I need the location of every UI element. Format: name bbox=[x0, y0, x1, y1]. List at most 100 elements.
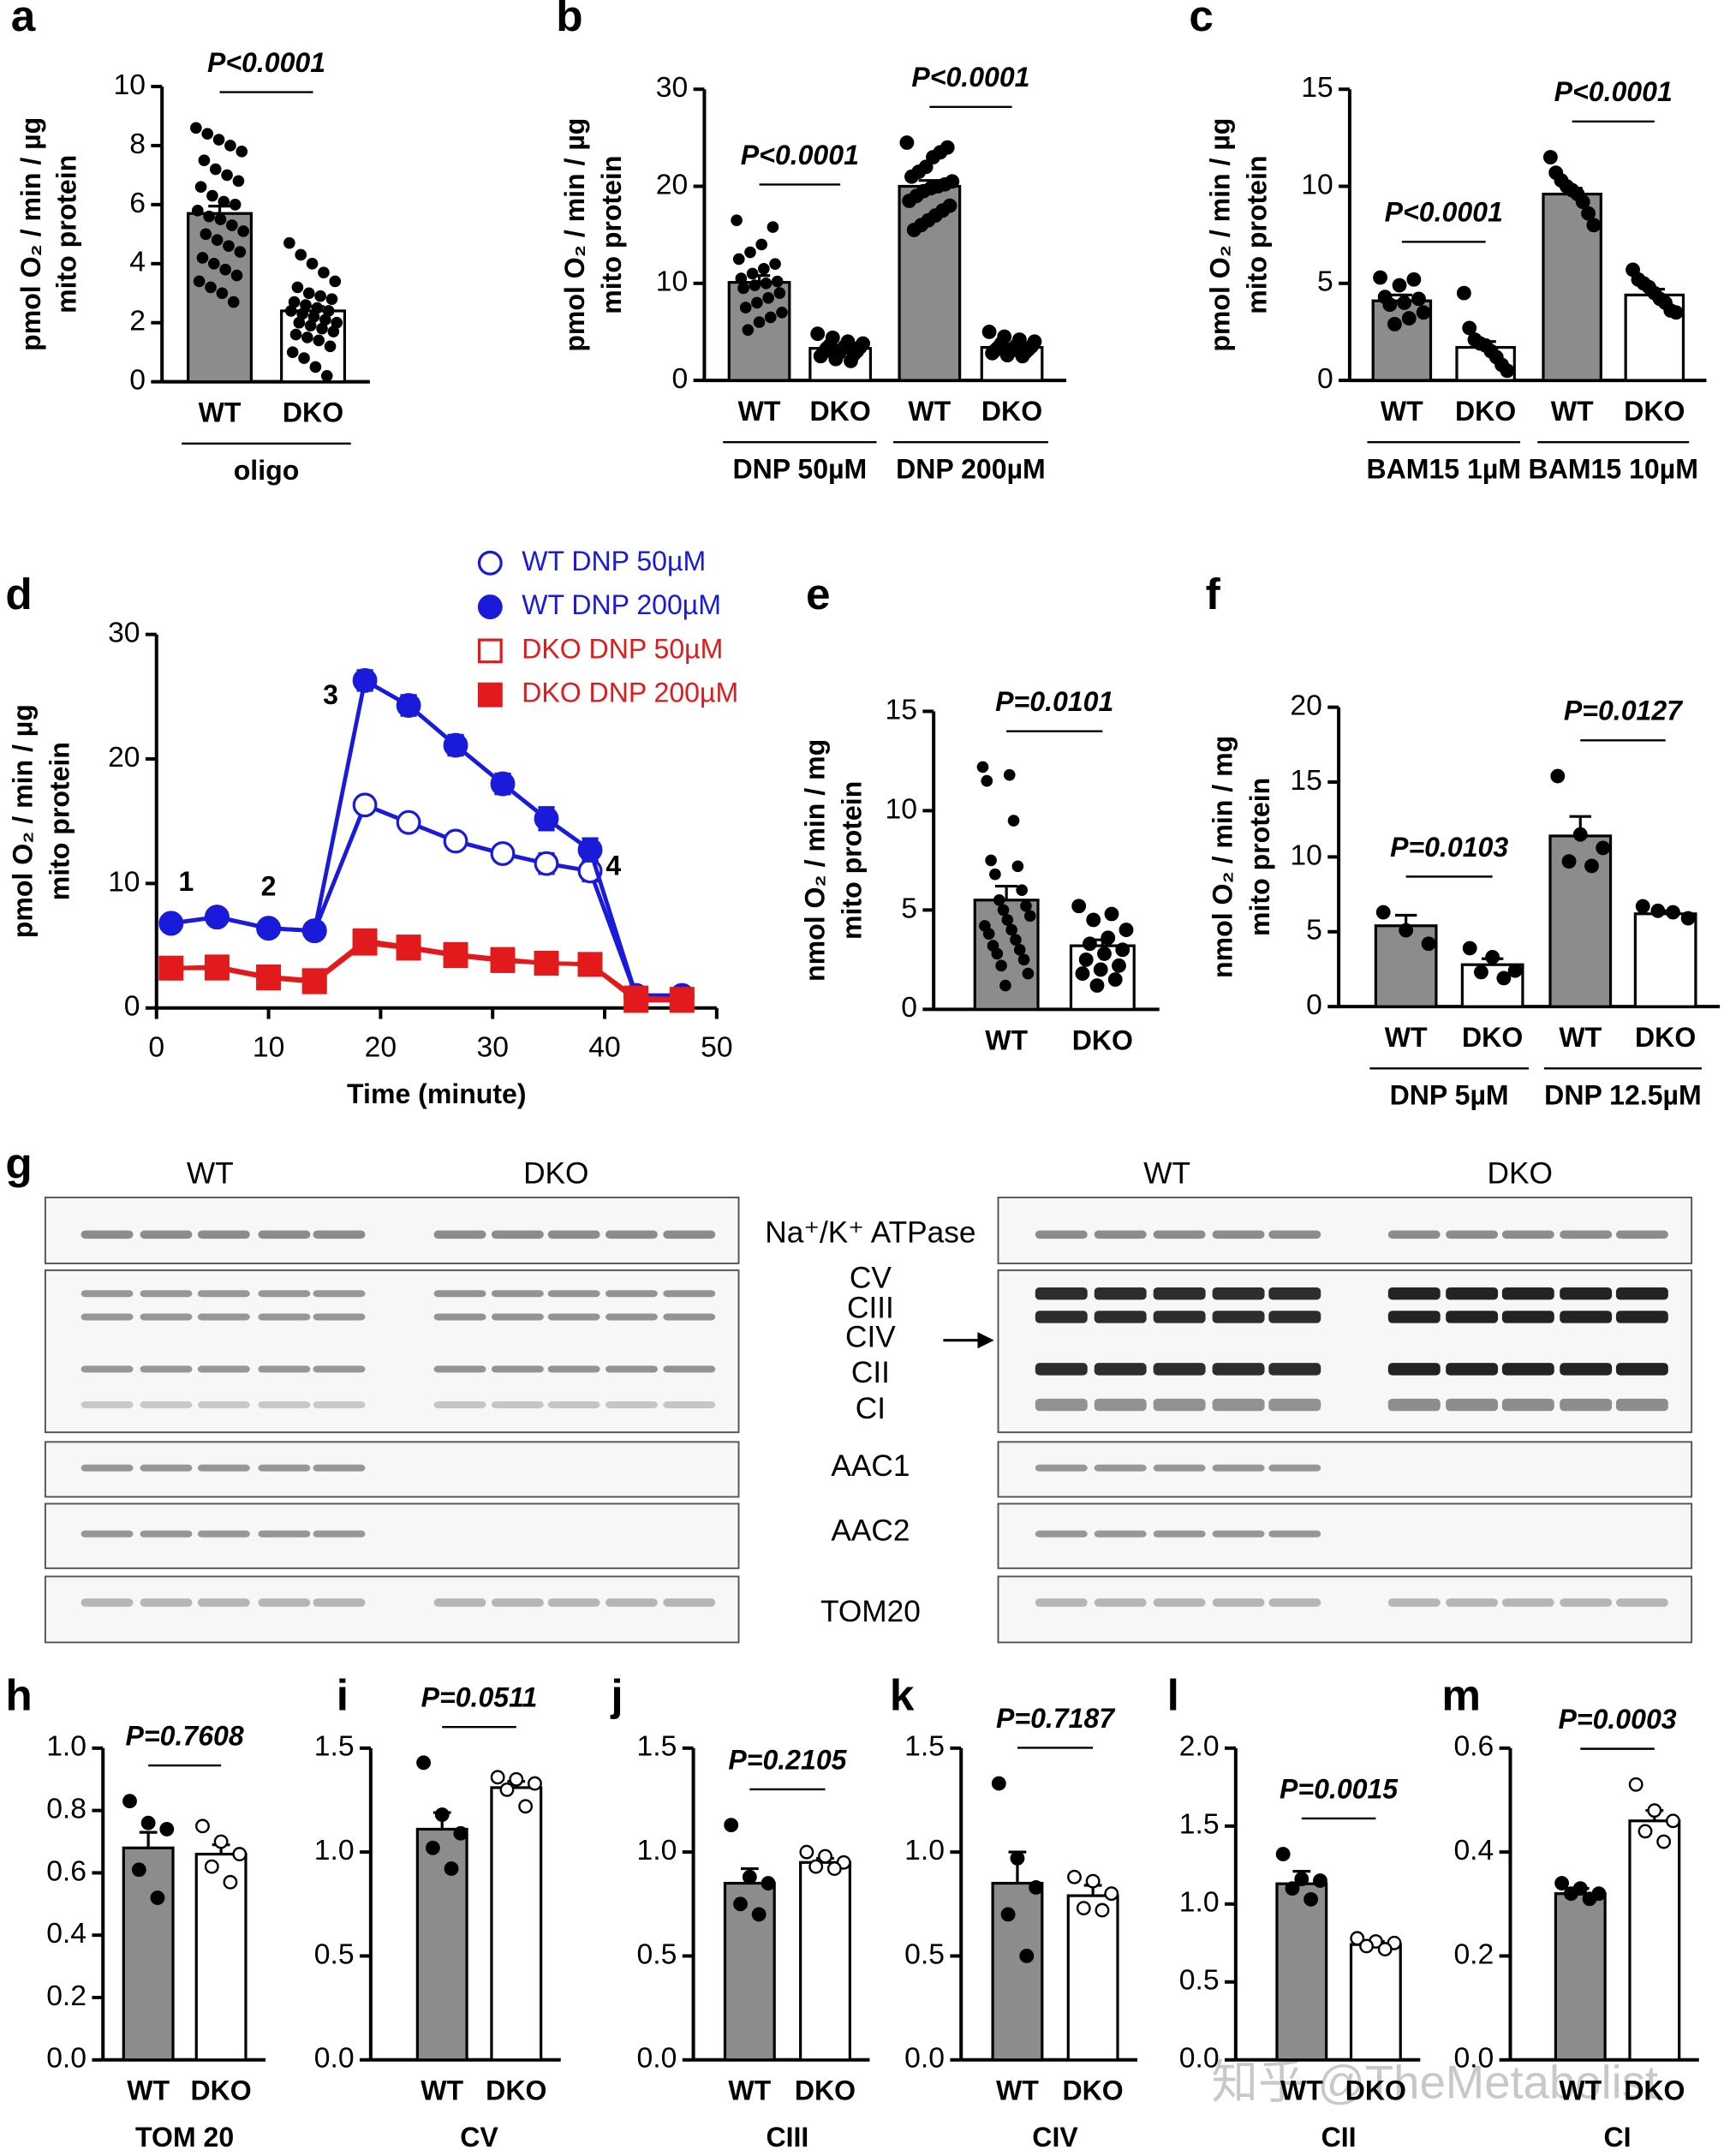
data-point bbox=[213, 1834, 229, 1849]
y-tick-label: 6 bbox=[129, 188, 146, 219]
x-axis-label: TOM 20 bbox=[135, 2122, 234, 2153]
y-tick-label: 0.2 bbox=[46, 1980, 86, 2012]
blot-band bbox=[313, 1530, 366, 1538]
data-point bbox=[1078, 952, 1094, 967]
data-point bbox=[733, 1896, 748, 1912]
x-tick-label: 40 bbox=[588, 1032, 620, 1064]
data-point bbox=[509, 1771, 524, 1787]
bar bbox=[194, 1852, 248, 2062]
data-point bbox=[1542, 150, 1558, 164]
group-label: BAM15 10µM bbox=[1529, 453, 1698, 484]
data-point bbox=[191, 204, 204, 217]
bar bbox=[991, 1881, 1044, 2062]
data-point bbox=[209, 163, 222, 176]
data-point bbox=[826, 1861, 842, 1876]
panel-letter: b bbox=[556, 0, 582, 40]
data-point bbox=[1086, 912, 1101, 928]
x-tick-label: WT bbox=[421, 2075, 463, 2106]
blot-frame bbox=[997, 1502, 1693, 1569]
blot-band bbox=[140, 1313, 193, 1321]
blot-band bbox=[1094, 1363, 1147, 1376]
data-point bbox=[1406, 272, 1422, 287]
data-point bbox=[993, 893, 1005, 906]
blot-band bbox=[1153, 1464, 1206, 1472]
data-point bbox=[301, 918, 327, 944]
y-tick-label: 15 bbox=[1301, 72, 1333, 104]
data-point bbox=[1294, 1872, 1309, 1887]
bar bbox=[1554, 1892, 1607, 2062]
panel-letter: h bbox=[5, 1671, 32, 1720]
data-point bbox=[291, 281, 304, 294]
x-axis-label: CIII bbox=[766, 2122, 808, 2153]
data-point bbox=[1507, 963, 1523, 978]
blot-band bbox=[547, 1401, 600, 1409]
data-point bbox=[201, 128, 214, 140]
panel-letter: j bbox=[610, 1671, 623, 1720]
blot-band bbox=[1035, 1363, 1088, 1376]
data-point bbox=[1071, 899, 1087, 914]
blot-band bbox=[313, 1365, 366, 1373]
data-point bbox=[205, 281, 217, 294]
y-tick-label: 0.4 bbox=[1453, 1835, 1494, 1866]
blot-band bbox=[606, 1290, 658, 1298]
p-value: P=0.0101 bbox=[995, 686, 1113, 717]
blot-band bbox=[1268, 1464, 1321, 1472]
blot-band bbox=[1094, 1530, 1147, 1538]
y-tick-label: 0.6 bbox=[46, 1855, 86, 1887]
data-point bbox=[1596, 840, 1611, 856]
data-point bbox=[724, 1818, 739, 1833]
data-point bbox=[746, 267, 759, 280]
y-tick-label: 0.0 bbox=[637, 2043, 677, 2075]
bar bbox=[1628, 1819, 1681, 2062]
blot-band bbox=[1446, 1230, 1499, 1239]
blot-band bbox=[81, 1598, 134, 1607]
x-tick-label: DKO bbox=[1635, 1022, 1696, 1053]
data-point bbox=[203, 210, 215, 223]
y-tick-label: 0.5 bbox=[904, 1938, 945, 1970]
blot-band bbox=[258, 1530, 311, 1538]
data-point bbox=[1067, 1869, 1082, 1884]
data-point bbox=[443, 732, 468, 758]
blot-band bbox=[197, 1598, 250, 1607]
y-axis-label: pmol O₂ / min / µg bbox=[1204, 118, 1235, 352]
data-point bbox=[256, 916, 282, 941]
data-point bbox=[742, 324, 755, 336]
data-point bbox=[232, 175, 245, 188]
data-point bbox=[1584, 858, 1599, 874]
data-point bbox=[749, 279, 761, 291]
blot-band bbox=[1212, 1311, 1265, 1323]
blot-band bbox=[547, 1290, 600, 1298]
data-point bbox=[190, 122, 202, 134]
data-point bbox=[193, 275, 206, 288]
data-point bbox=[999, 348, 1015, 363]
y-tick-label: 10 bbox=[656, 266, 688, 298]
blot-band bbox=[491, 1598, 544, 1607]
legend-label: DKO DNP 200µM bbox=[522, 678, 738, 708]
blot-band bbox=[433, 1365, 486, 1373]
data-point bbox=[352, 928, 378, 953]
data-point bbox=[760, 277, 773, 290]
blot-band bbox=[1501, 1230, 1554, 1239]
x-tick-label: DKO bbox=[1624, 2075, 1685, 2106]
blot-band bbox=[1615, 1398, 1668, 1412]
data-point bbox=[194, 181, 207, 194]
data-point bbox=[1554, 1876, 1570, 1890]
y-tick-label: 0.4 bbox=[46, 1918, 86, 1950]
panel-letter: g bbox=[5, 1139, 32, 1188]
x-tick-label: DKO bbox=[191, 2075, 252, 2106]
x-axis-label: CIV bbox=[1032, 2122, 1078, 2153]
y-tick-label: 20 bbox=[656, 169, 688, 200]
y-tick-label: 1.5 bbox=[637, 1731, 677, 1763]
blot-band bbox=[140, 1464, 193, 1472]
blot-band bbox=[1212, 1287, 1265, 1300]
blot-label: Na⁺/K⁺ ATPase bbox=[765, 1216, 975, 1250]
blot-band bbox=[433, 1290, 486, 1298]
y-axis-label: pmol O₂ / min / µg bbox=[15, 117, 46, 351]
data-point bbox=[899, 135, 915, 150]
data-point bbox=[1285, 1881, 1300, 1896]
data-point bbox=[1001, 914, 1014, 926]
y-tick-label: 1.0 bbox=[1179, 1887, 1220, 1919]
blot-label: CI bbox=[856, 1392, 886, 1425]
data-point bbox=[214, 213, 227, 225]
